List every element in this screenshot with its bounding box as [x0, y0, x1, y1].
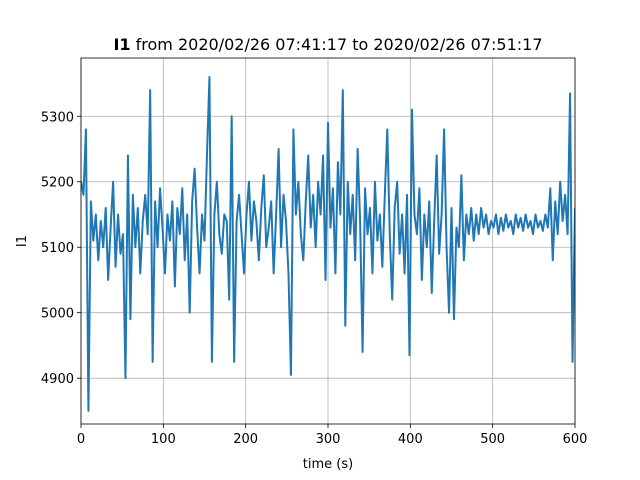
axes-frame [80, 57, 576, 425]
x-tick-label: 300 [316, 432, 341, 447]
title-rest: from 2020/02/26 07:41:17 to 2020/02/26 0… [131, 35, 543, 54]
y-tick-label: 5300 [41, 110, 74, 125]
y-tick-label: 5200 [41, 176, 74, 191]
series-group [81, 75, 575, 412]
x-tick-label: 400 [398, 432, 423, 447]
x-tick-label: 600 [563, 432, 588, 447]
y-axis-label: I1 [15, 235, 30, 247]
data-line [81, 75, 575, 412]
x-tick-label: 200 [233, 432, 258, 447]
y-tick-label: 5100 [41, 241, 74, 256]
x-tick-label: 100 [151, 432, 176, 447]
x-tick-label: 0 [77, 432, 85, 447]
x-tick-label: 500 [480, 432, 505, 447]
y-tick-label: 4900 [41, 372, 74, 387]
x-axis-label: time (s) [303, 457, 353, 472]
chart-title: I1 from 2020/02/26 07:41:17 to 2020/02/2… [113, 35, 542, 54]
title-bold: I1 [113, 35, 130, 54]
y-tick-label: 5000 [41, 307, 74, 322]
plot-area: 0 100 200 300 400 500 600 4900 5000 5100 5200 5300 [41, 57, 588, 447]
